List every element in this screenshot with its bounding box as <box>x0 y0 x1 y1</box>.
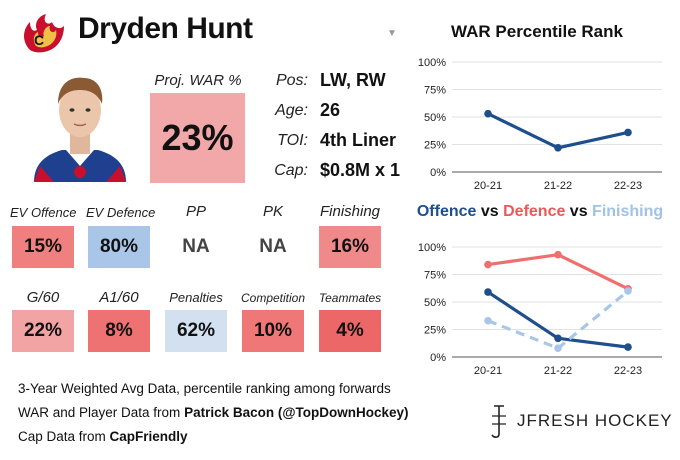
footer-line-3-prefix: Cap Data from <box>18 429 110 444</box>
metric-value-penalties: 62% <box>165 310 227 352</box>
footer-line-2-prefix: WAR and Player Data from <box>18 405 185 420</box>
chart2-series-2-point <box>484 316 492 325</box>
metric-value-finishing: 16% <box>319 226 381 268</box>
metric-label-competition: Competition <box>240 291 306 305</box>
metric-value-g60: 22% <box>12 310 74 352</box>
cap-label: Cap: <box>274 162 308 179</box>
footer-line-2: WAR and Player Data from Patrick Bacon (… <box>18 405 409 420</box>
metric-value-ev-defence: 80% <box>88 226 150 268</box>
chart2-series-2-point <box>554 344 562 352</box>
footer-source-cap: CapFriendly <box>109 429 188 444</box>
chart1-xtick-label: 21-22 <box>544 180 572 192</box>
chart2-title: Offence vs Defence vs Finishing <box>410 203 670 221</box>
chart2-series-2-point <box>624 287 632 295</box>
metric-label-pk: PK <box>262 203 283 220</box>
chart2-series-1-point <box>554 334 562 343</box>
player-headshot <box>30 66 130 182</box>
metric-label-finishing: Finishing <box>319 203 381 220</box>
chart2-xtick-label: 22-23 <box>614 365 642 377</box>
pos-value: LW, RW <box>320 70 386 90</box>
chart1-xtick-label: 20-21 <box>474 180 502 192</box>
chart2-xtick-label: 21-22 <box>544 365 572 377</box>
cap-value: $0.8M x 1 <box>320 160 401 180</box>
toi-value: 4th Liner <box>320 130 397 150</box>
pos-label: Pos: <box>275 72 308 89</box>
metric-label-penalties: Penalties <box>169 290 223 305</box>
metric-value-pp: NA <box>182 236 210 257</box>
flames-logo-icon: C <box>24 14 64 53</box>
chart2-title-offence: Offence <box>416 203 477 220</box>
chart2-series-0-point <box>554 250 562 259</box>
chart2-xtick-label: 20-21 <box>474 365 502 377</box>
chart1-ytick-label: 100% <box>418 57 446 69</box>
metric-value-competition: 10% <box>242 310 304 352</box>
footer-source-war: Patrick Bacon (@TopDownHockey) <box>184 405 409 420</box>
chart1-series-0-line <box>487 112 629 150</box>
age-label: Age: <box>275 102 308 119</box>
chart2-ytick-label: 100% <box>418 242 446 254</box>
chart2-title-finishing: Finishing <box>592 203 664 220</box>
chart2-series-0-line <box>487 253 629 291</box>
chart2-ytick-label: 75% <box>424 270 446 282</box>
chart1-series-0-point <box>484 109 492 118</box>
chart1-ytick-label: 50% <box>424 112 446 124</box>
chart2-title-defence: Defence <box>503 203 566 220</box>
footer-line-1: 3-Year Weighted Avg Data, percentile ran… <box>18 381 391 396</box>
chevron-down-icon[interactable]: ▼ <box>387 28 397 39</box>
metric-label-a160: A1/60 <box>99 289 139 306</box>
chart1-ytick-label: 0% <box>430 167 446 179</box>
toi-label: TOI: <box>277 132 308 149</box>
chart2-series-0-point <box>484 260 492 269</box>
chart1-title: WAR Percentile Rank <box>451 22 623 41</box>
metric-value-pk: NA <box>259 236 287 257</box>
metric-label-ev-defence: EV Defence <box>86 205 156 220</box>
proj-war-label: Proj. WAR % <box>154 72 242 89</box>
metric-label-g60: G/60 <box>26 289 60 306</box>
chart2-series-1-point <box>484 288 492 296</box>
metric-value-teammates: 4% <box>319 310 381 352</box>
footer-line-3: Cap Data from CapFriendly <box>18 429 188 444</box>
chart2-series-1-point <box>624 343 632 351</box>
player-name: Dryden Hunt <box>78 12 253 45</box>
metric-value-ev-offence: 15% <box>12 226 74 268</box>
chart1-series-0-point <box>554 144 562 152</box>
chart1-ytick-label: 75% <box>424 85 446 97</box>
metric-label-pp: PP <box>185 203 206 220</box>
chart2-title-vs2: vs <box>565 203 593 220</box>
metric-value-a160: 8% <box>88 310 150 352</box>
metric-label-ev-offence: EV Offence <box>10 205 77 220</box>
jfresh-logo-icon <box>491 405 506 438</box>
age-value: 26 <box>320 100 341 120</box>
war-percentile-chart: 0% 25% 50% 75% 100% 20-21 21-22 22-23 <box>418 57 662 192</box>
offence-defence-finishing-chart: 0% 25% 50% 75% 100% 20-21 21-22 22-23 <box>418 242 662 377</box>
chart2-title-vs1: vs <box>476 203 504 220</box>
chart2-ytick-label: 50% <box>424 297 446 309</box>
metric-label-teammates: Teammates <box>318 291 382 305</box>
proj-war-value: 23% <box>150 93 245 183</box>
chart1-series-0-point <box>624 128 632 137</box>
svg-text:C: C <box>34 32 44 48</box>
chart1-xtick-label: 22-23 <box>614 180 642 192</box>
chart2-ytick-label: 25% <box>424 325 446 337</box>
chart2-ytick-label: 0% <box>430 352 446 364</box>
chart1-ytick-label: 25% <box>424 140 446 152</box>
brand-name: JFRESH HOCKEY <box>517 411 673 430</box>
